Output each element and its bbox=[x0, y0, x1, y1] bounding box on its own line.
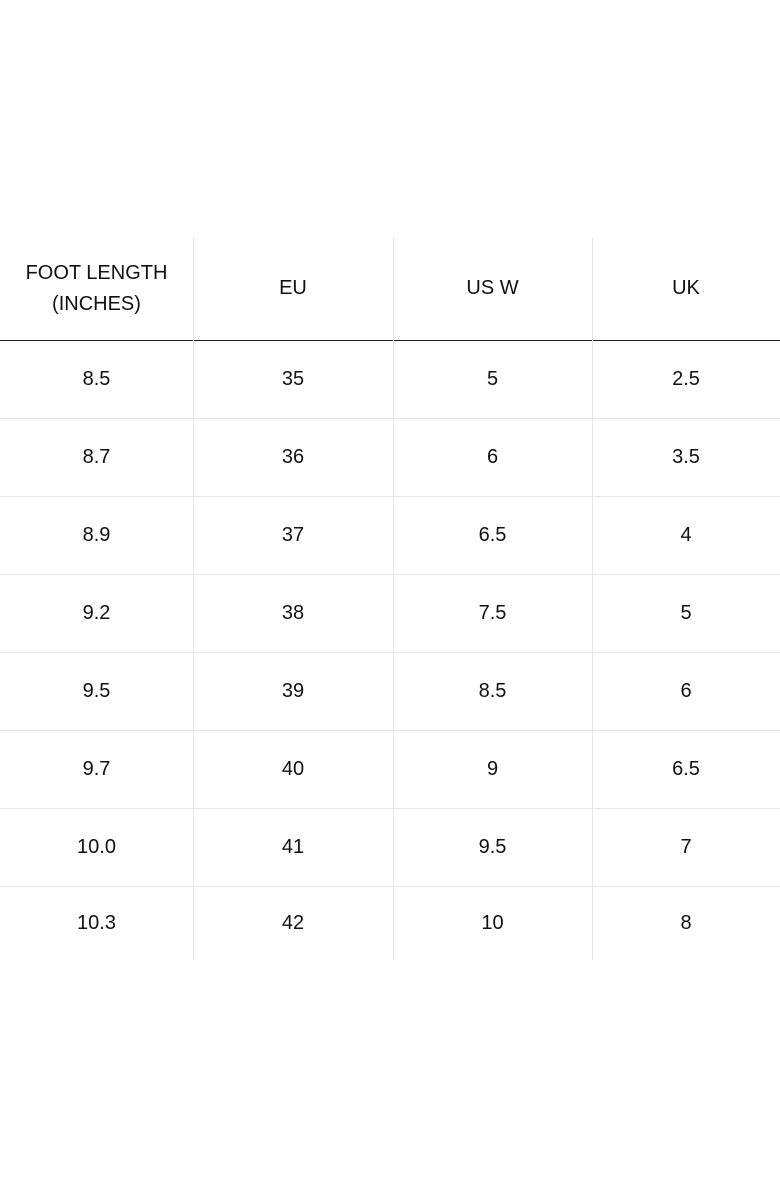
header-divider bbox=[0, 340, 780, 341]
table-cell: 4 bbox=[680, 523, 692, 546]
size-table: FOOT LENGTH (INCHES) EU US W UK 8.5 35 5 2.5 8.7… bbox=[0, 237, 780, 960]
header-text: FOOT LENGTH (INCHES) bbox=[25, 261, 168, 315]
table-cell: 41 bbox=[281, 835, 305, 858]
table-cell: 42 bbox=[281, 911, 305, 934]
row-divider bbox=[0, 652, 780, 653]
column-divider bbox=[592, 237, 593, 960]
header-text: US W bbox=[466, 277, 519, 299]
header-text: UK bbox=[672, 277, 700, 299]
row-divider bbox=[0, 418, 780, 419]
table-cell: 40 bbox=[281, 757, 305, 780]
header-cell: US W bbox=[393, 237, 592, 340]
table-cell: 8.5 bbox=[478, 679, 507, 702]
table-cell: 35 bbox=[281, 367, 305, 390]
table-cell: 3.5 bbox=[672, 445, 700, 468]
row-divider bbox=[0, 808, 780, 809]
table-cell: 8.5 bbox=[82, 367, 111, 390]
table-cell: 9 bbox=[486, 757, 499, 780]
table-cell: 7 bbox=[680, 835, 692, 858]
header-cell: FOOT LENGTH (INCHES) bbox=[0, 237, 193, 340]
table-cell: 9.2 bbox=[82, 601, 111, 624]
column-divider bbox=[393, 237, 394, 960]
table-cell: 36 bbox=[281, 445, 305, 468]
table-cell: 9.5 bbox=[82, 679, 111, 702]
table-cell: 8 bbox=[680, 911, 692, 934]
table-cell: 10.0 bbox=[77, 835, 116, 858]
table-cell: 9.7 bbox=[82, 757, 111, 780]
table-cell: 6 bbox=[486, 445, 499, 468]
header-text: EU bbox=[279, 277, 307, 299]
row-divider bbox=[0, 730, 780, 731]
header-cell: UK bbox=[592, 237, 780, 340]
table-cell: 9.5 bbox=[478, 835, 507, 858]
row-divider bbox=[0, 574, 780, 575]
table-cell: 37 bbox=[281, 523, 305, 546]
table-cell: 10.3 bbox=[77, 911, 116, 934]
column-divider bbox=[193, 237, 194, 960]
table-cell: 8.7 bbox=[82, 445, 111, 468]
row-divider bbox=[0, 886, 780, 887]
table-cell: 10 bbox=[481, 911, 504, 934]
table-cell: 6.5 bbox=[672, 757, 700, 780]
table-cell: 38 bbox=[281, 601, 305, 624]
table-cell: 5 bbox=[486, 367, 499, 390]
table-cell: 5 bbox=[680, 601, 692, 624]
table-cell: 39 bbox=[281, 679, 305, 702]
table-cell: 2.5 bbox=[672, 367, 700, 390]
header-cell: EU bbox=[193, 237, 393, 340]
table-cell: 6 bbox=[680, 679, 692, 702]
table-cell: 6.5 bbox=[478, 523, 507, 546]
table-cell: 7.5 bbox=[478, 601, 507, 624]
table-cell: 8.9 bbox=[82, 523, 111, 546]
row-divider bbox=[0, 496, 780, 497]
